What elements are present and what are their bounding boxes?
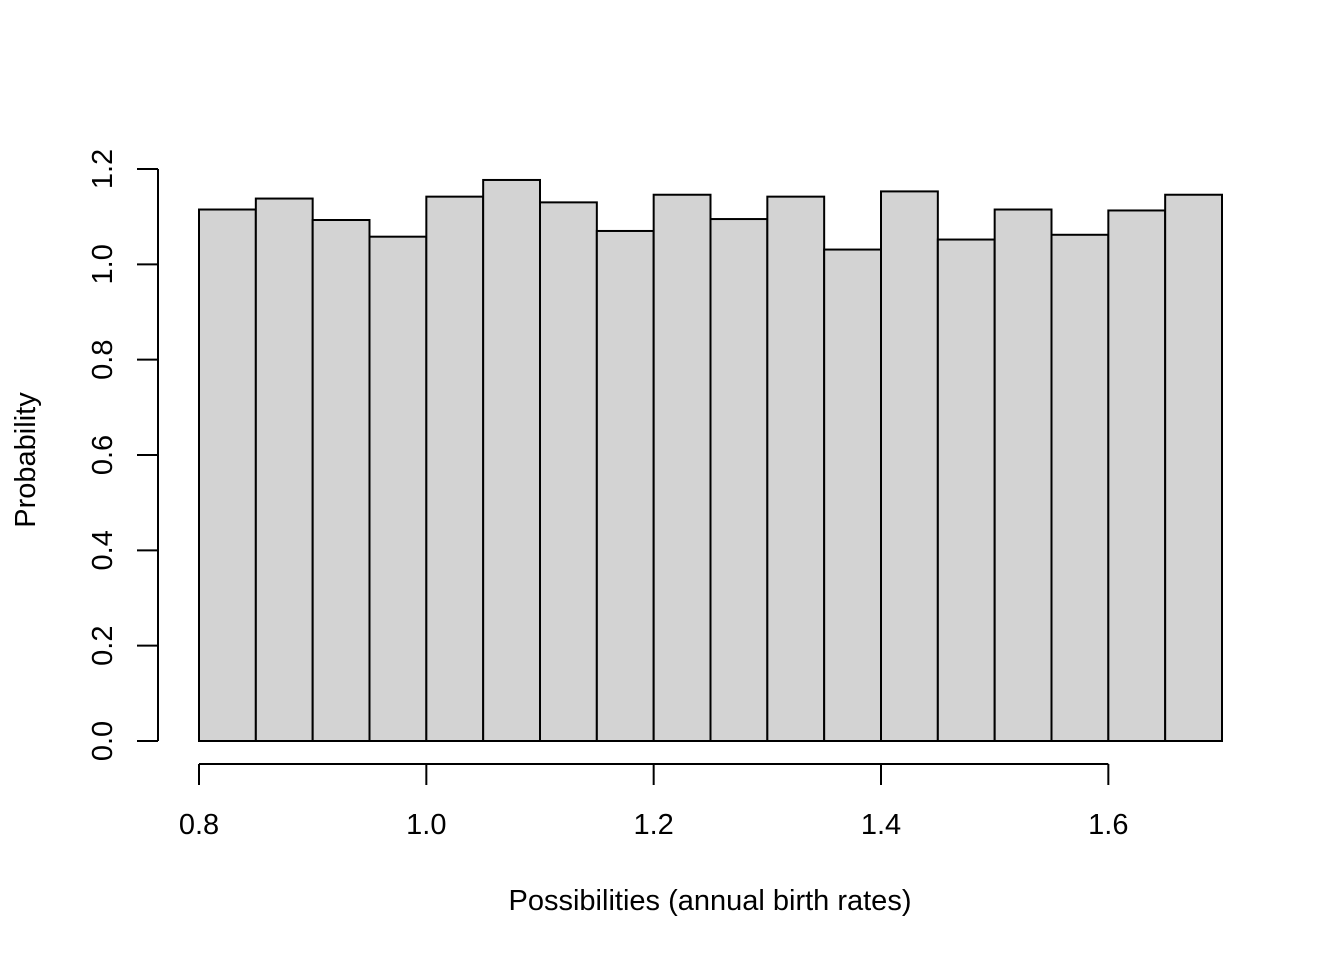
y-tick-label: 0.2 — [87, 626, 119, 666]
x-tick-label: 1.0 — [406, 809, 446, 841]
y-tick-label: 0.4 — [87, 530, 119, 570]
histogram-bar — [425, 195, 485, 742]
histogram-bar — [539, 201, 598, 743]
histogram-bar — [368, 235, 428, 742]
x-axis: 0.8 1.0 1.2 1.4 1.6 — [179, 763, 1128, 841]
y-axis: 0.0 0.2 0.4 0.6 0.8 1.0 1.2 — [87, 149, 159, 761]
histogram-bar — [198, 208, 257, 742]
y-tick-label: 1.0 — [87, 244, 119, 284]
y-tick-label: 0.0 — [87, 721, 119, 761]
histogram-bar — [709, 218, 769, 743]
histogram-bar — [652, 193, 712, 743]
y-tick-label: 0.8 — [87, 340, 119, 380]
histogram-bar — [880, 190, 939, 743]
histogram-bar — [1050, 233, 1110, 742]
x-tick-label: 1.6 — [1088, 809, 1128, 841]
histogram-bar — [1107, 209, 1167, 743]
histogram-bar — [482, 178, 541, 743]
histogram-bar — [766, 195, 826, 742]
x-tick-label: 0.8 — [179, 809, 219, 841]
histogram-bar — [936, 238, 996, 742]
histogram-bar — [311, 219, 371, 742]
bars-group — [198, 178, 1223, 743]
x-tick-label: 1.4 — [861, 809, 901, 841]
y-tick-label: 1.2 — [87, 149, 119, 189]
histogram-bar — [823, 248, 883, 742]
histogram-bar — [993, 208, 1053, 742]
histogram-bar — [254, 197, 314, 742]
histogram-bar — [595, 229, 655, 742]
y-tick-label: 0.6 — [87, 435, 119, 475]
x-axis-label: Possibilities (annual birth rates) — [509, 885, 912, 917]
histogram-bar — [1164, 193, 1223, 743]
y-axis-label: Probability — [10, 392, 42, 528]
x-tick-label: 1.2 — [634, 809, 674, 841]
